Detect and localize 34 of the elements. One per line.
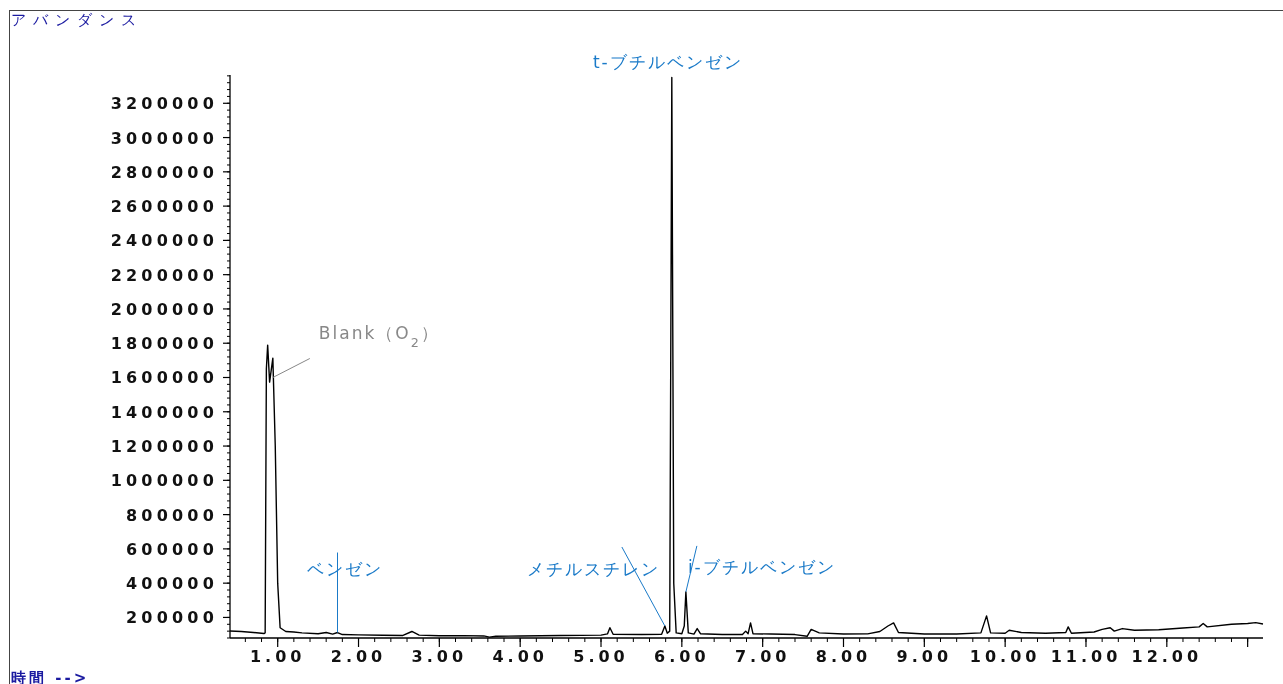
y-tick-label: 600000 xyxy=(126,539,218,559)
y-tick-label: 2800000 xyxy=(110,162,218,182)
annotation: Blank（O$_{2}$） xyxy=(272,323,440,378)
x-tick-label: 6.00 xyxy=(654,647,710,666)
x-tick-label: 3.00 xyxy=(411,647,468,666)
y-axis-title: アバンダンス xyxy=(11,11,143,29)
y-tick-label: 1600000 xyxy=(110,368,218,388)
x-tick-label: 4.00 xyxy=(492,647,548,666)
y-tick-label: 2000000 xyxy=(110,299,218,319)
x-tick-label: 8.00 xyxy=(815,647,872,666)
x-tick-label: 11.00 xyxy=(1050,647,1122,666)
x-tick-label: 9.00 xyxy=(896,647,953,666)
y-tick-label: 800000 xyxy=(126,505,218,525)
x-tick-label: 2.00 xyxy=(330,647,387,666)
y-tick-label: 3000000 xyxy=(110,128,218,148)
y-tick-label: 1400000 xyxy=(110,402,218,422)
x-tick-label: 7.00 xyxy=(734,647,791,666)
x-tick-label: 5.00 xyxy=(573,647,629,666)
x-tick-label: 1.00 xyxy=(249,647,306,666)
x-tick-label: 12.00 xyxy=(1131,647,1203,666)
y-tick-label: 400000 xyxy=(126,574,218,594)
annotation: Blank（O$_{2}$） xyxy=(318,323,440,350)
y-tick-label: 1000000 xyxy=(110,471,218,491)
y-tick-label: 2600000 xyxy=(110,197,218,217)
y-tick-label: 3200000 xyxy=(110,94,218,114)
y-tick-label: 1200000 xyxy=(110,437,218,457)
y-tick-label: 1800000 xyxy=(110,334,218,354)
x-tick-label: 10.00 xyxy=(969,647,1041,666)
annotation: メチルスチレン xyxy=(526,559,660,579)
y-tick-label: 2400000 xyxy=(110,231,218,251)
y-tick-label: 200000 xyxy=(126,608,218,628)
annotation: t-ブチルベンゼン xyxy=(592,51,743,72)
y-tick-label: 2200000 xyxy=(110,265,218,285)
annotation: メチルスチレン xyxy=(526,546,666,627)
